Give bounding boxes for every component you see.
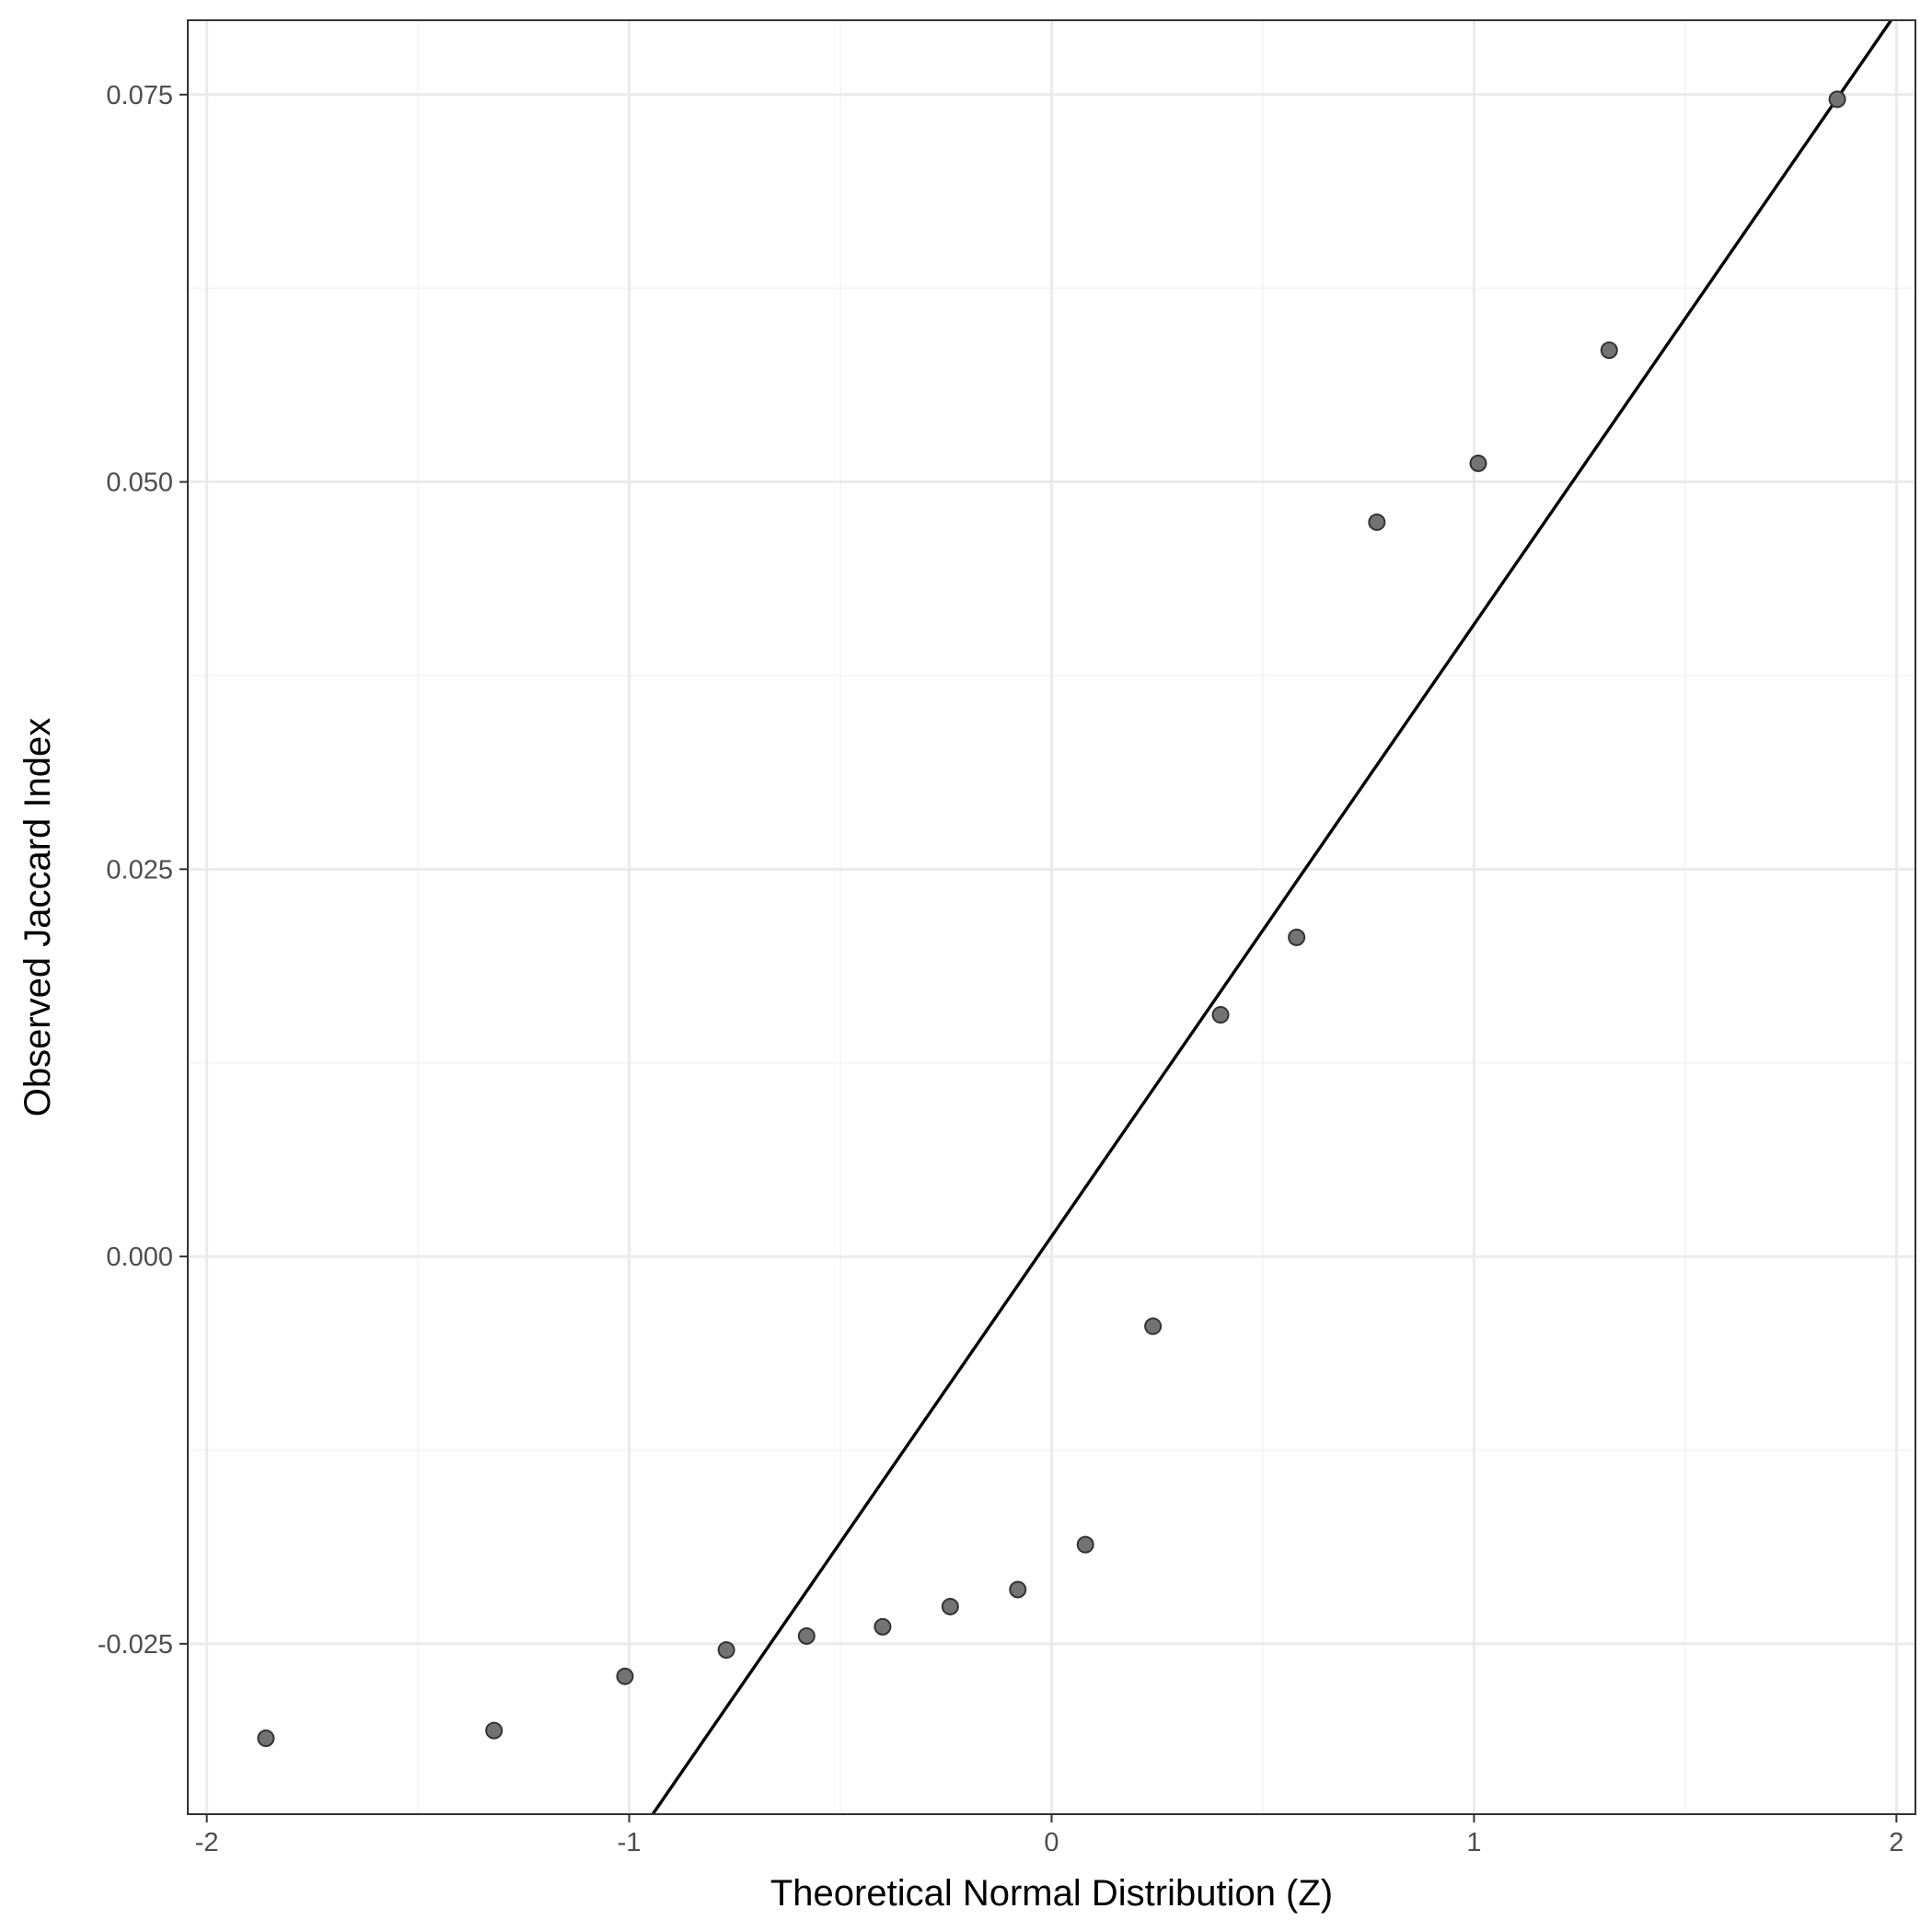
y-axis-title: Observed Jaccard Index <box>17 718 58 1117</box>
data-point <box>1009 1580 1027 1599</box>
data-point <box>873 1617 892 1636</box>
y-tick-label: -0.025 <box>98 1630 173 1660</box>
x-tick-label: -1 <box>618 1828 642 1857</box>
data-point <box>1469 454 1487 472</box>
data-points <box>257 90 1846 1748</box>
data-point <box>616 1667 634 1685</box>
data-point <box>485 1721 503 1740</box>
y-tick-label: 0.025 <box>106 855 173 885</box>
y-tick-label: 0.050 <box>106 469 173 498</box>
data-point <box>1288 928 1306 946</box>
major-gridlines <box>188 20 1915 1814</box>
data-point <box>797 1626 816 1645</box>
x-axis-title: Theoretical Normal Distribution (Z) <box>770 1873 1333 1914</box>
reference-line <box>651 19 1892 1815</box>
data-point <box>717 1641 735 1660</box>
data-point <box>1076 1535 1094 1554</box>
data-point <box>1828 90 1846 109</box>
data-point <box>1211 1006 1230 1024</box>
x-tick-label: 0 <box>1044 1828 1059 1857</box>
data-point <box>1600 341 1618 359</box>
data-point <box>257 1730 275 1748</box>
data-point <box>1144 1317 1163 1336</box>
y-axis-ticks: -0.025 0.000 0.025 0.050 0.075 <box>98 81 188 1660</box>
data-point <box>941 1597 959 1615</box>
x-tick-label: -2 <box>195 1828 219 1857</box>
x-tick-label: 2 <box>1889 1828 1903 1857</box>
x-axis-ticks: -2 -1 0 1 2 <box>195 1814 1903 1857</box>
y-tick-label: 0.075 <box>106 81 173 110</box>
x-tick-label: 1 <box>1466 1828 1481 1857</box>
y-tick-label: 0.000 <box>106 1243 173 1272</box>
data-point <box>1368 513 1386 531</box>
